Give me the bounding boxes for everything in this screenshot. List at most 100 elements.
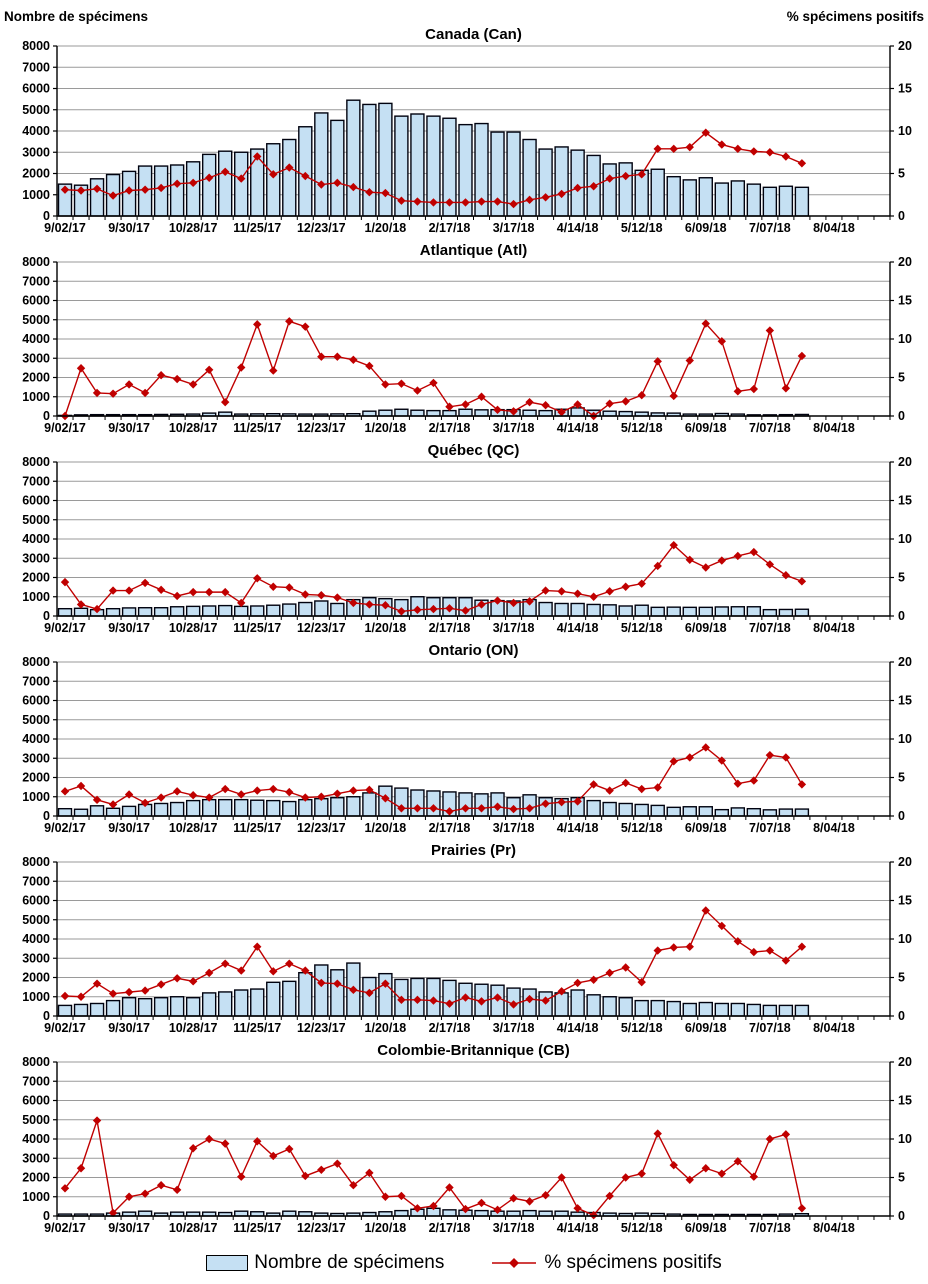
svg-text:8/04/18: 8/04/18 bbox=[813, 1221, 855, 1235]
svg-text:5000: 5000 bbox=[22, 913, 50, 927]
svg-text:4000: 4000 bbox=[22, 1132, 50, 1146]
chart-prairies: 0 1000 2000 3000 4000 5000 6000 7000 8000 0 5 10 15 2… bbox=[22, 842, 912, 1035]
svg-text:5/12/18: 5/12/18 bbox=[621, 421, 663, 435]
svg-text:4000: 4000 bbox=[22, 932, 50, 946]
right-axis-title: % spécimens positifs bbox=[786, 9, 924, 24]
svg-text:0: 0 bbox=[898, 609, 905, 623]
svg-text:8000: 8000 bbox=[22, 39, 50, 53]
svg-text:7000: 7000 bbox=[22, 674, 50, 688]
chart-title: Canada (Can) bbox=[425, 26, 522, 43]
svg-text:10: 10 bbox=[898, 124, 912, 138]
svg-text:2/17/18: 2/17/18 bbox=[429, 621, 471, 635]
svg-text:8000: 8000 bbox=[22, 1055, 50, 1069]
svg-text:0: 0 bbox=[898, 409, 905, 423]
svg-text:3/17/18: 3/17/18 bbox=[493, 421, 535, 435]
svg-text:7/07/18: 7/07/18 bbox=[749, 221, 791, 235]
svg-text:1000: 1000 bbox=[22, 790, 50, 804]
svg-text:7000: 7000 bbox=[22, 474, 50, 488]
svg-text:9/30/17: 9/30/17 bbox=[108, 421, 150, 435]
svg-text:5: 5 bbox=[898, 771, 905, 785]
svg-text:12/23/17: 12/23/17 bbox=[297, 421, 346, 435]
svg-text:3/17/18: 3/17/18 bbox=[493, 821, 535, 835]
svg-text:7/07/18: 7/07/18 bbox=[749, 421, 791, 435]
svg-text:10/28/17: 10/28/17 bbox=[169, 421, 218, 435]
svg-text:3/17/18: 3/17/18 bbox=[493, 621, 535, 635]
svg-text:4/14/18: 4/14/18 bbox=[557, 1021, 599, 1035]
svg-text:7/07/18: 7/07/18 bbox=[749, 821, 791, 835]
svg-text:6000: 6000 bbox=[22, 82, 50, 96]
legend-item-positifs: % spécimens positifs bbox=[490, 1252, 722, 1274]
svg-text:7000: 7000 bbox=[22, 874, 50, 888]
svg-text:11/25/17: 11/25/17 bbox=[233, 621, 281, 635]
svg-text:9/02/17: 9/02/17 bbox=[44, 821, 86, 835]
svg-text:9/30/17: 9/30/17 bbox=[108, 621, 150, 635]
svg-text:2/17/18: 2/17/18 bbox=[429, 1221, 471, 1235]
svg-text:1/20/18: 1/20/18 bbox=[365, 421, 407, 435]
svg-text:11/25/17: 11/25/17 bbox=[233, 821, 281, 835]
svg-text:8000: 8000 bbox=[22, 255, 50, 269]
svg-text:10: 10 bbox=[898, 932, 912, 946]
svg-text:4000: 4000 bbox=[22, 124, 50, 138]
svg-text:7000: 7000 bbox=[22, 1074, 50, 1088]
chart-title: Québec (QC) bbox=[428, 442, 520, 459]
svg-text:5/12/18: 5/12/18 bbox=[621, 1221, 663, 1235]
axis-header: Nombre de spécimens % spécimens positifs bbox=[0, 0, 928, 24]
svg-text:5: 5 bbox=[898, 571, 905, 585]
svg-text:0: 0 bbox=[898, 209, 905, 223]
svg-text:9/02/17: 9/02/17 bbox=[44, 221, 86, 235]
svg-text:0: 0 bbox=[43, 409, 50, 423]
svg-text:12/23/17: 12/23/17 bbox=[297, 221, 346, 235]
svg-text:9/30/17: 9/30/17 bbox=[108, 221, 150, 235]
svg-text:10: 10 bbox=[898, 732, 912, 746]
svg-text:4/14/18: 4/14/18 bbox=[557, 421, 599, 435]
svg-text:11/25/17: 11/25/17 bbox=[233, 1021, 281, 1035]
svg-text:1/20/18: 1/20/18 bbox=[365, 1021, 407, 1035]
svg-text:12/23/17: 12/23/17 bbox=[297, 1221, 346, 1235]
chart-title: Prairies (Pr) bbox=[431, 842, 516, 859]
svg-text:3000: 3000 bbox=[22, 1151, 50, 1165]
svg-text:2/17/18: 2/17/18 bbox=[429, 221, 471, 235]
svg-text:6000: 6000 bbox=[22, 894, 50, 908]
svg-text:8000: 8000 bbox=[22, 855, 50, 869]
svg-text:10: 10 bbox=[898, 532, 912, 546]
svg-text:2000: 2000 bbox=[22, 571, 50, 585]
svg-text:0: 0 bbox=[898, 809, 905, 823]
svg-text:3/17/18: 3/17/18 bbox=[493, 221, 535, 235]
svg-text:9/30/17: 9/30/17 bbox=[108, 1221, 150, 1235]
svg-text:4/14/18: 4/14/18 bbox=[557, 221, 599, 235]
svg-text:3000: 3000 bbox=[22, 551, 50, 565]
chart-quebec: 0 1000 2000 3000 4000 5000 6000 7000 8000 0 5 10 15 2… bbox=[22, 442, 912, 635]
svg-text:2000: 2000 bbox=[22, 1171, 50, 1185]
pct-line-series bbox=[60, 128, 807, 209]
pct-line-series bbox=[60, 1116, 807, 1220]
svg-text:20: 20 bbox=[898, 855, 912, 869]
svg-text:8/04/18: 8/04/18 bbox=[813, 1021, 855, 1035]
svg-text:7/07/18: 7/07/18 bbox=[749, 1021, 791, 1035]
svg-text:7000: 7000 bbox=[22, 274, 50, 288]
svg-text:4/14/18: 4/14/18 bbox=[557, 1221, 599, 1235]
pct-line-series bbox=[60, 317, 807, 421]
svg-text:12/23/17: 12/23/17 bbox=[297, 1021, 346, 1035]
svg-text:5: 5 bbox=[898, 167, 905, 181]
svg-text:10/28/17: 10/28/17 bbox=[169, 621, 218, 635]
svg-text:1000: 1000 bbox=[22, 590, 50, 604]
pct-line-series bbox=[60, 540, 807, 616]
svg-text:2/17/18: 2/17/18 bbox=[429, 1021, 471, 1035]
svg-text:6/09/18: 6/09/18 bbox=[685, 221, 727, 235]
svg-text:1000: 1000 bbox=[22, 390, 50, 404]
svg-text:7/07/18: 7/07/18 bbox=[749, 1221, 791, 1235]
bars-series bbox=[57, 99, 810, 217]
charts-container: 0 1000 2000 3000 4000 5000 6000 7000 8000 0 5 10 15 2… bbox=[0, 24, 928, 1240]
left-axis-title: Nombre de spécimens bbox=[4, 9, 149, 24]
svg-text:3000: 3000 bbox=[22, 145, 50, 159]
svg-text:10/28/17: 10/28/17 bbox=[169, 1221, 218, 1235]
legend-line-label: % spécimens positifs bbox=[544, 1252, 722, 1273]
svg-text:3/17/18: 3/17/18 bbox=[493, 1021, 535, 1035]
svg-text:0: 0 bbox=[43, 809, 50, 823]
svg-text:1000: 1000 bbox=[22, 188, 50, 202]
svg-text:2/17/18: 2/17/18 bbox=[429, 421, 471, 435]
svg-text:8000: 8000 bbox=[22, 455, 50, 469]
chart-legend: Nombre de spécimens % spécimens positifs bbox=[0, 1242, 928, 1284]
svg-text:7000: 7000 bbox=[22, 60, 50, 74]
legend-item-specimens: Nombre de spécimens bbox=[206, 1252, 444, 1274]
